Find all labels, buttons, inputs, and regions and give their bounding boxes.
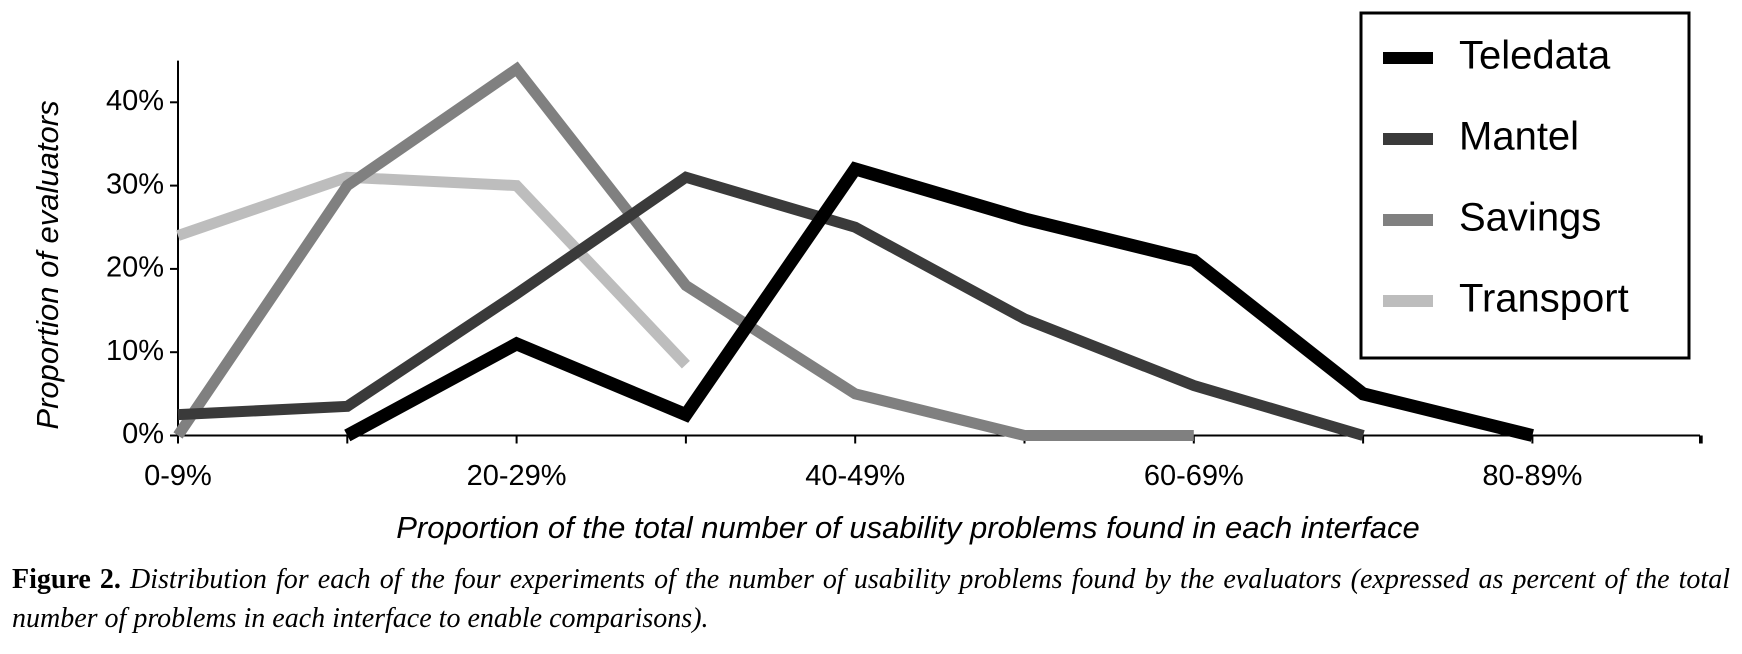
legend-label: Mantel	[1459, 115, 1579, 159]
caption-label: Figure 2.	[12, 564, 121, 595]
x-tick-label: 40-49%	[805, 460, 905, 492]
x-tick-label: 0-9%	[144, 460, 212, 492]
y-tick-label: 10%	[106, 335, 164, 367]
y-tick-label: 40%	[106, 85, 164, 117]
legend-label: Savings	[1459, 196, 1601, 240]
x-tick-label: 80-89%	[1482, 460, 1582, 492]
y-tick-label: 20%	[106, 252, 164, 284]
series-line	[344, 161, 1534, 442]
chart: Proportion of evaluators Proportion of t…	[30, 11, 1703, 545]
x-axis-label: Proportion of the total number of usabil…	[396, 510, 1420, 545]
y-tick-label: 0%	[122, 418, 164, 450]
x-tick-label: 60-69%	[1144, 460, 1244, 492]
series-line	[177, 171, 1365, 441]
caption: Figure 2. Distribution for each of the f…	[12, 560, 1730, 638]
series-line	[176, 171, 690, 369]
y-tick-label: 30%	[106, 168, 164, 200]
caption-text: Distribution for each of the four experi…	[12, 564, 1730, 634]
legend-label: Transport	[1459, 277, 1629, 321]
legend-label: Teledata	[1459, 34, 1611, 78]
x-tick-label: 20-29%	[467, 460, 567, 492]
series-line	[173, 61, 1194, 441]
y-axis-label: Proportion of evaluators	[30, 100, 65, 429]
